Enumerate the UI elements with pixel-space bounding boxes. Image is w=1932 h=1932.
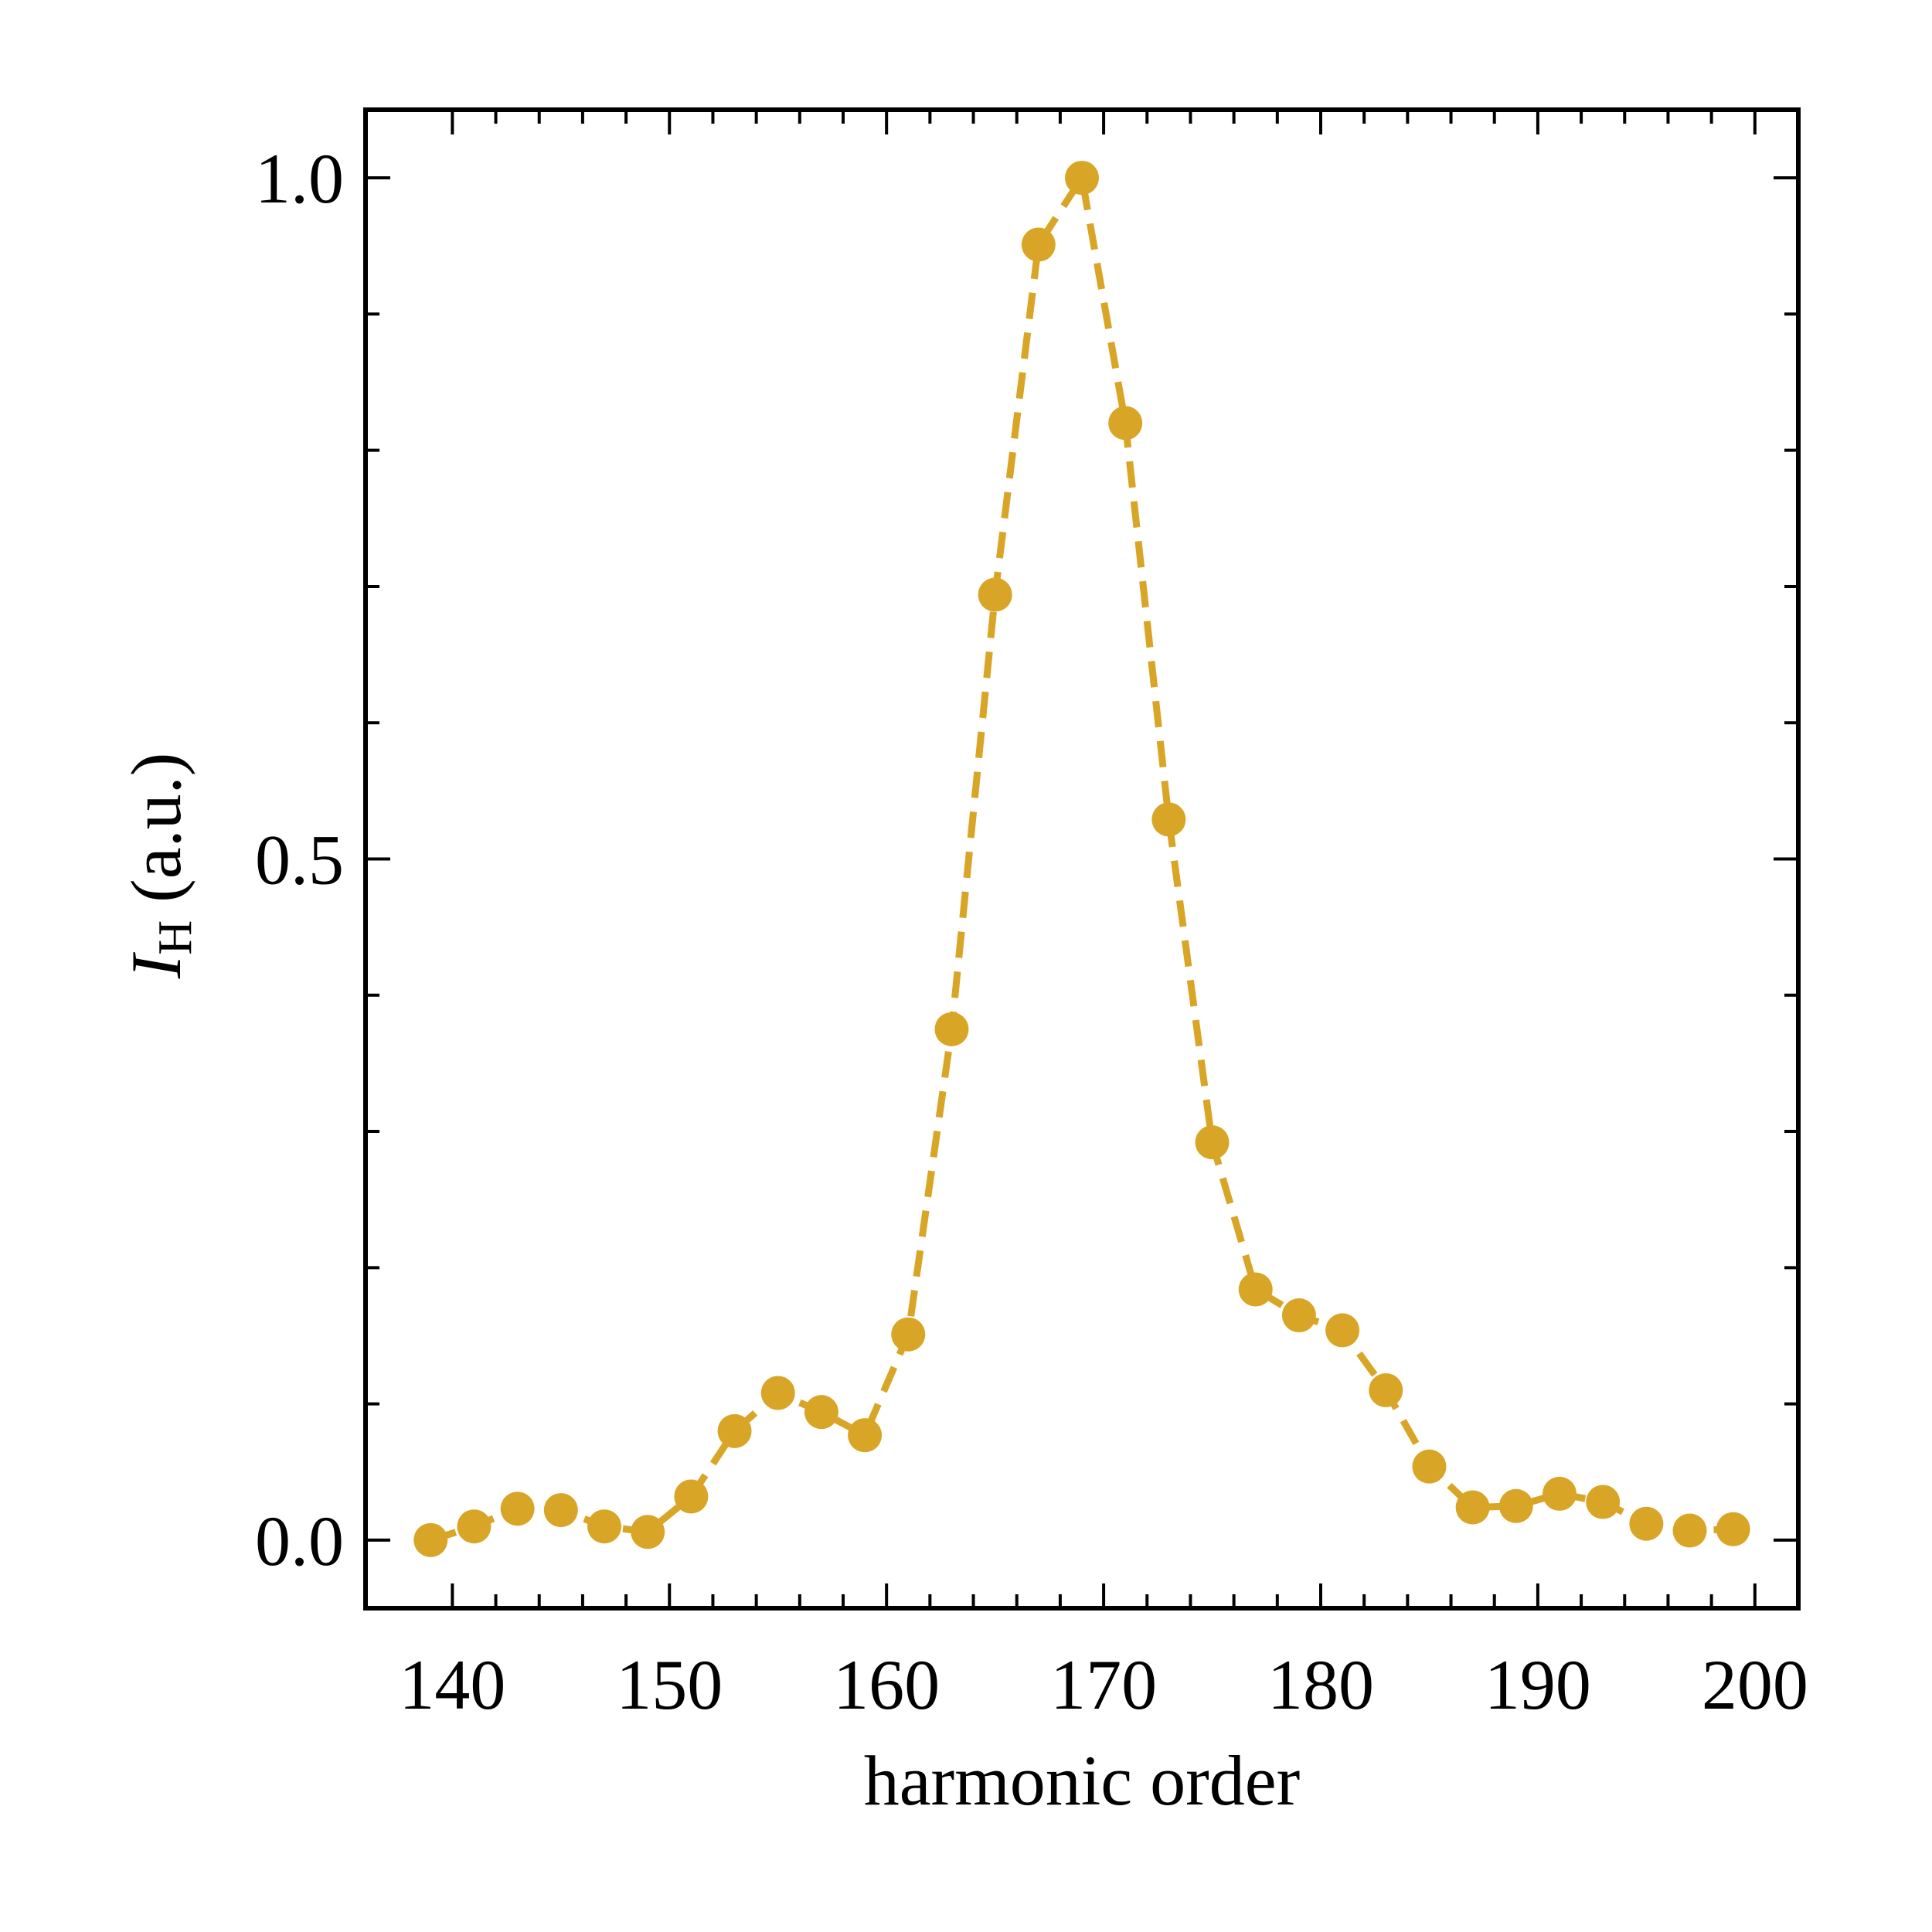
data-point bbox=[1065, 161, 1099, 196]
data-point bbox=[717, 1413, 752, 1448]
data-point bbox=[413, 1522, 448, 1557]
data-point bbox=[1195, 1125, 1230, 1160]
minor-ticks bbox=[366, 110, 1798, 1608]
data-point bbox=[1108, 406, 1143, 440]
y-tick-label: 1.0 bbox=[255, 139, 344, 218]
data-point bbox=[891, 1317, 926, 1352]
data-point bbox=[1629, 1506, 1664, 1541]
y-axis-label-main: I bbox=[117, 951, 196, 979]
y-tick-label: 0.5 bbox=[255, 821, 344, 900]
x-axis-label: harmonic order bbox=[864, 1741, 1301, 1820]
major-ticks bbox=[366, 110, 1798, 1608]
data-point bbox=[674, 1479, 709, 1514]
data-point bbox=[848, 1418, 883, 1453]
data-point bbox=[1716, 1512, 1750, 1546]
x-tick-label: 140 bbox=[399, 1645, 505, 1724]
data-point bbox=[1281, 1298, 1316, 1333]
x-tick-label: 200 bbox=[1702, 1645, 1808, 1724]
y-axis-label-sub: H bbox=[149, 920, 202, 955]
x-tick-label: 180 bbox=[1267, 1645, 1374, 1724]
data-point bbox=[1238, 1272, 1273, 1307]
data-point bbox=[587, 1509, 621, 1544]
y-axis-label-rest: (a.u.) bbox=[117, 753, 196, 920]
x-tick-label: 190 bbox=[1485, 1645, 1591, 1724]
data-point bbox=[1543, 1476, 1577, 1511]
data-point bbox=[1325, 1313, 1360, 1348]
data-point bbox=[1021, 227, 1056, 262]
data-point bbox=[1455, 1490, 1490, 1525]
data-point bbox=[1586, 1485, 1621, 1519]
data-point bbox=[760, 1376, 795, 1410]
plot-frame bbox=[363, 107, 1801, 1611]
data-point bbox=[631, 1515, 665, 1549]
y-tick-label: 0.0 bbox=[255, 1502, 344, 1580]
data-point bbox=[1151, 802, 1186, 837]
x-tick-label: 160 bbox=[833, 1645, 940, 1724]
data-point bbox=[804, 1395, 838, 1430]
series-line bbox=[429, 174, 1733, 1544]
data-point bbox=[1369, 1372, 1403, 1407]
data-point bbox=[500, 1492, 535, 1526]
tick-labels: 140 150 160 170 180 190 200 0.0 0.5 1.0 bbox=[255, 139, 1808, 1724]
data-point bbox=[543, 1493, 578, 1528]
data-point bbox=[978, 577, 1012, 612]
x-tick-label: 150 bbox=[616, 1645, 723, 1724]
x-tick-label: 170 bbox=[1050, 1645, 1157, 1724]
data-point bbox=[1412, 1449, 1447, 1484]
data-point bbox=[457, 1509, 492, 1544]
data-point bbox=[934, 1012, 969, 1046]
series-layer bbox=[413, 161, 1750, 1557]
y-axis-label: IH (a.u.) bbox=[117, 753, 202, 980]
data-point bbox=[1672, 1513, 1707, 1548]
data-point bbox=[1498, 1488, 1533, 1523]
